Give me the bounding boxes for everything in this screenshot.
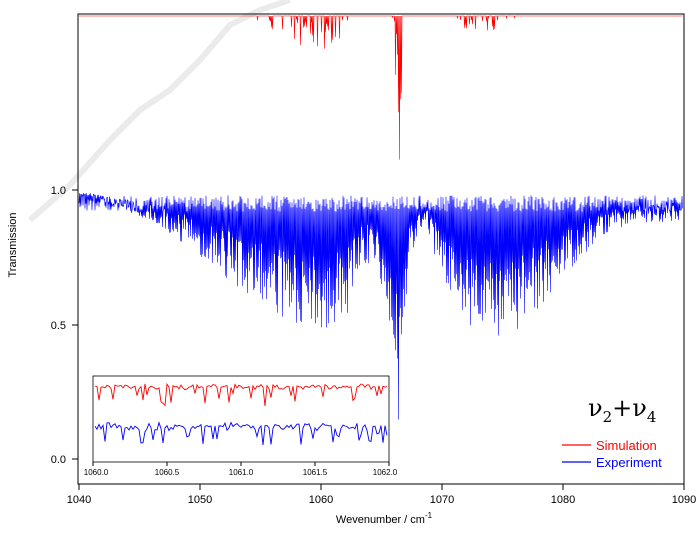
- y-tick-label: 0.5: [51, 320, 66, 332]
- y-tick-label: 0.0: [51, 454, 66, 466]
- series-line-experiment: [78, 193, 683, 420]
- x-tick-label: 1080: [551, 494, 575, 506]
- legend-label-experiment: Experiment: [596, 455, 662, 470]
- x-tick-label: 1090: [672, 494, 696, 506]
- inset-line-simulation: [94, 382, 388, 407]
- inset-frame: [92, 375, 390, 463]
- x-axis-title: Wevenumber / cm-1: [336, 511, 433, 526]
- inset-x-tick-label: 1062.0: [373, 468, 398, 477]
- inset-line-experiment: [94, 421, 388, 445]
- band-label: ν2+ν4: [588, 394, 656, 426]
- x-tick-label: 1070: [430, 494, 454, 506]
- watermark: [28, 0, 291, 223]
- legend-label-simulation: Simulation: [596, 438, 657, 453]
- y-axis: 0.0 0.5 1.0: [51, 185, 78, 466]
- inset-x-tick-label: 1061.5: [303, 468, 328, 477]
- series-line-simulation: [79, 15, 683, 160]
- y-tick-label: 1.0: [51, 185, 66, 197]
- x-tick-label: 1040: [67, 494, 91, 506]
- inset: 1060.0 1060.5 1061.0 1061.5 1062.0: [84, 375, 398, 477]
- inset-x-tick-label: 1060.0: [84, 468, 109, 477]
- x-tick-label: 1060: [309, 494, 333, 506]
- legend: Simulation Experiment: [562, 438, 662, 470]
- inset-x-tick-label: 1061.0: [229, 468, 254, 477]
- plot-frame: [77, 13, 685, 485]
- band-label-text: ν2+ν4: [588, 394, 656, 426]
- x-axis: 1040 1050 1060 1070 1080 1090: [67, 484, 696, 506]
- x-tick-label: 1050: [188, 494, 212, 506]
- y-axis-title: Transmission: [7, 213, 19, 278]
- inset-x-tick-label: 1060.5: [155, 468, 180, 477]
